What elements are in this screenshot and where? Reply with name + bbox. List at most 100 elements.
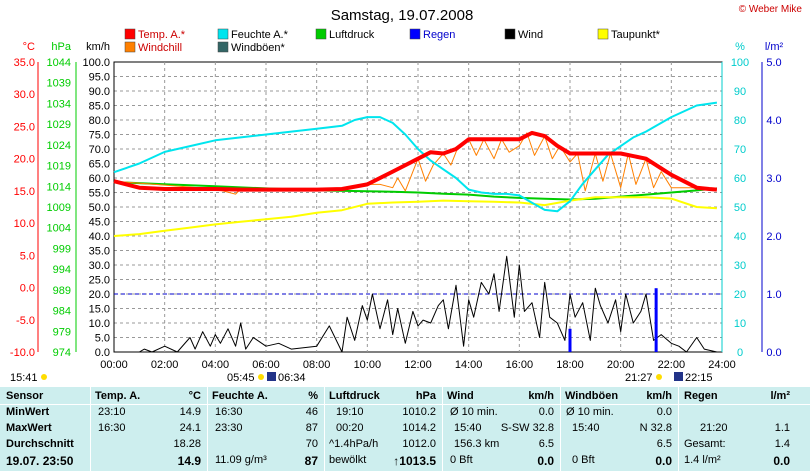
- chart-axes: 00:00 02:00 04:00 06:00 08:00 10:00 12:00 14:00…: [10, 41, 784, 371]
- hum-title: Feuchte A.: [212, 390, 268, 402]
- row-label-min: MinWert: [6, 406, 50, 418]
- humidity-tick-label: 70: [734, 144, 746, 156]
- hum-max-time: 23:30: [215, 422, 243, 434]
- gust-avg-label: Ø 10 min.: [566, 406, 614, 418]
- wind-tick-label: 90.0: [89, 86, 110, 98]
- series-line-wind: [114, 255, 718, 353]
- pressure-unit-label: hPa: [51, 41, 71, 53]
- x-tick-label: 08:00: [303, 359, 331, 371]
- press-min-value: 1010.2: [402, 406, 436, 418]
- wind-avg-label: Ø 10 min.: [450, 406, 498, 418]
- legend-swatch: [124, 41, 136, 53]
- temp-tick-label: 25.0: [14, 121, 35, 133]
- pressure-tick-label: 1029: [47, 119, 71, 131]
- rain-total-label: Gesamt:: [684, 438, 726, 450]
- x-tick-label: 10:00: [354, 359, 382, 371]
- rain-tick-label: 3.0: [766, 173, 781, 185]
- pressure-tick-label: 1024: [47, 140, 71, 152]
- temp-tick-label: -10.0: [10, 347, 35, 359]
- row-label-current: 19.07. 23:50: [6, 454, 74, 468]
- col-wind: Wind km/h Ø 10 min. 0.0 15:40 S-SW 32.8 …: [442, 387, 560, 471]
- temp-tick-label: -5.0: [16, 315, 35, 327]
- wind-run: 156.3 km: [454, 438, 500, 450]
- temp-unit-label: °C: [23, 41, 35, 53]
- temp-tick-label: 20.0: [14, 154, 35, 166]
- rain-max-value: 1.1: [774, 422, 790, 434]
- watermark: © Weber Mike: [739, 4, 803, 15]
- chart-legend: Temp. A.* Feuchte A.* Luftdruck Regen Wind Ta…: [124, 28, 661, 54]
- gust-unit: km/h: [646, 390, 672, 402]
- series-line-temp-a: [113, 130, 718, 192]
- legend-label: Taupunkt*: [611, 29, 661, 41]
- temp-current-value: 14.9: [177, 454, 201, 468]
- rain-day-total: 1.4 l/m²: [684, 454, 721, 466]
- wind-mean-value: 6.5: [538, 438, 554, 450]
- pressure-tick-label: 1014: [47, 181, 71, 193]
- wind-tick-label: 0.0: [95, 347, 110, 359]
- row-label-avg: Durchschnitt: [6, 438, 74, 450]
- wind-tick-label: 20.0: [89, 289, 110, 301]
- pressure-tick-label: 999: [53, 243, 71, 255]
- chart-grid: [114, 62, 722, 352]
- rain-current-value: 0.0: [773, 454, 790, 468]
- press-min-time: 19:10: [336, 406, 364, 418]
- pressure-tick-label: 1004: [47, 223, 71, 235]
- legend-swatch: [409, 28, 421, 40]
- x-tick-label: 00:00: [100, 359, 128, 371]
- rain-max-time: 21:20: [700, 422, 728, 434]
- temp-tick-label: 10.0: [14, 218, 35, 230]
- legend-label: Luftdruck: [329, 29, 375, 41]
- temp-avg-value: 18.28: [173, 438, 201, 450]
- legend-swatch: [217, 28, 229, 40]
- wind-tick-label: 55.0: [89, 188, 110, 200]
- temp-tick-label: 15.0: [14, 186, 35, 198]
- hum-abs-value: 11.09 g/m³: [215, 454, 267, 466]
- wind-tick-label: 75.0: [89, 130, 110, 142]
- col-temp: Temp. A. °C 23:10 14.9 16:30 24.1 18.28 …: [90, 387, 207, 471]
- hum-unit: %: [308, 390, 318, 402]
- humidity-tick-label: 80: [734, 115, 746, 127]
- gust-title: Windböen: [565, 390, 619, 402]
- temp-unit: °C: [188, 390, 201, 402]
- wind-tick-label: 30.0: [89, 260, 110, 272]
- gust-current-value: 0.0: [655, 454, 672, 468]
- rain-title: Regen: [684, 390, 718, 402]
- x-tick-label: 04:00: [202, 359, 230, 371]
- legend-label: Windböen*: [231, 42, 286, 54]
- rain-tick-label: 2.0: [766, 231, 781, 243]
- rain-unit-label: l/m²: [765, 41, 784, 53]
- moonset-time: 22:15: [685, 372, 713, 384]
- wind-tick-label: 15.0: [89, 304, 110, 316]
- hum-min-time: 16:30: [215, 406, 243, 418]
- moonset-icon: [674, 372, 683, 381]
- humidity-tick-label: 20: [734, 289, 746, 301]
- hum-current-value: 87: [304, 454, 318, 468]
- press-trend: ^1.4hPa/h: [329, 438, 379, 450]
- x-tick-label: 20:00: [607, 359, 635, 371]
- press-current-value: ↑1013.5: [393, 454, 436, 468]
- astro-info: 15:41 05:45 06:34 21:27 22:15: [10, 372, 713, 384]
- legend-label: Temp. A.*: [138, 29, 186, 41]
- humidity-tick-label: 60: [734, 173, 746, 185]
- press-max-time: 00:20: [336, 422, 364, 434]
- sunrise-icon: [258, 374, 264, 380]
- wind-tick-label: 60.0: [89, 173, 110, 185]
- wind-tick-label: 80.0: [89, 115, 110, 127]
- wind-unit: km/h: [528, 390, 554, 402]
- wind-tick-label: 40.0: [89, 231, 110, 243]
- pressure-tick-label: 979: [53, 326, 71, 338]
- weather-chart: 00:00 02:00 04:00 06:00 08:00 10:00 12:00 14:00…: [10, 4, 803, 384]
- legend-swatch: [124, 28, 136, 40]
- temp-max-time: 16:30: [98, 422, 126, 434]
- hum-avg-value: 70: [305, 438, 318, 450]
- legend-swatch: [597, 28, 609, 40]
- legend-label: Wind: [518, 29, 543, 41]
- humidity-tick-label: 100: [731, 57, 749, 69]
- x-tick-label: 18:00: [556, 359, 584, 371]
- col-gust: Windböen km/h Ø 10 min. 0.0 15:40 N 32.8…: [560, 387, 678, 471]
- wind-current-value: 0.0: [537, 454, 554, 468]
- pressure-tick-label: 1044: [47, 57, 71, 69]
- press-forecast: bewölkt: [329, 454, 367, 466]
- x-tick-label: 22:00: [658, 359, 686, 371]
- series-line-windchill: [113, 132, 717, 195]
